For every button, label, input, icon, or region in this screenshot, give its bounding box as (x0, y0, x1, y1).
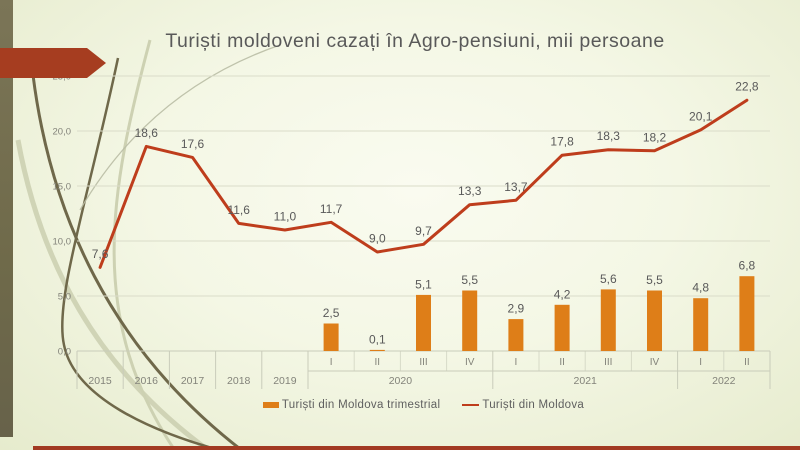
year-tick-label: 2015 (88, 375, 112, 387)
y-tick-label: 5,0 (58, 292, 71, 303)
legend-item-line-series: Turiști din Moldova (462, 399, 584, 411)
y-tick-label: 15,0 (53, 182, 72, 193)
year-tick-label: 2019 (273, 375, 297, 387)
bar (600, 289, 616, 351)
line-value-label: 22,8 (735, 80, 759, 94)
red-arrow-decoration (0, 48, 106, 78)
curve-light-1 (15, 139, 213, 450)
quarter-tick-label: II (559, 357, 565, 368)
bar (693, 298, 709, 351)
line-value-label: 9,0 (369, 232, 386, 246)
bar (647, 290, 662, 351)
curve-dark-1 (31, 74, 245, 450)
bar (554, 304, 570, 351)
bar (462, 290, 478, 351)
bar-series-swatch-icon (262, 402, 279, 408)
bar-value-label: 0,1 (369, 332, 386, 346)
year-tick-label: 2016 (135, 375, 159, 387)
left-edge-bar-decoration (0, 0, 13, 437)
line-value-label: 18,6 (135, 126, 159, 140)
line-series-swatch-icon (462, 403, 480, 407)
line-value-label: 17,8 (550, 135, 574, 149)
year-tick-label: 2018 (227, 375, 251, 387)
line-value-label: 11,6 (227, 203, 250, 217)
line-value-label: 7,6 (92, 247, 109, 261)
bar-value-label: 5,1 (415, 277, 432, 291)
bar (323, 323, 339, 351)
bar-value-label: 2,5 (323, 306, 340, 320)
bar (508, 319, 524, 351)
quarter-tick-label: I (330, 357, 333, 368)
quarter-tick-label: IV (465, 357, 475, 368)
slide-title: Turiști moldoveni cazați în Agro-pensiun… (165, 30, 665, 52)
legend-label-line-series: Turiști din Moldova (482, 399, 585, 411)
line-value-label: 11,0 (274, 210, 297, 224)
quarter-tick-label: IV (650, 357, 660, 368)
line-value-label: 11,7 (320, 202, 343, 216)
legend-label-bar-series: Turiști din Moldova trimestrial (281, 399, 441, 411)
bar (739, 276, 755, 351)
quarter-tick-label: II (744, 357, 750, 368)
line-series (98, 98, 749, 269)
bar-value-label: 5,5 (461, 273, 478, 287)
year-tick-label: 2022 (712, 375, 736, 387)
bar-value-label: 2,9 (508, 302, 525, 316)
year-tick-label: 2021 (574, 375, 598, 387)
bar-value-label: 5,6 (600, 272, 617, 286)
quarter-tick-label: III (419, 357, 427, 368)
quarter-tick-label: I (699, 357, 702, 368)
line-value-label: 17,6 (181, 137, 205, 151)
line-value-label: 18,2 (643, 130, 667, 144)
quarter-tick-label: II (375, 357, 381, 368)
curve-light-2 (112, 39, 177, 450)
bar-value-label: 6,8 (739, 259, 756, 273)
line-value-label: 13,7 (504, 180, 528, 194)
y-tick-label: 0,0 (58, 347, 71, 358)
quarter-tick-label: I (515, 357, 518, 368)
y-tick-label: 10,0 (53, 237, 72, 248)
line-value-label: 9,7 (415, 224, 432, 238)
quarter-tick-label: III (604, 357, 612, 368)
chart-legend: Turiști din Moldova trimestrial Turiști … (77, 395, 770, 415)
y-tick-label: 20,0 (53, 127, 72, 138)
bar-value-label: 4,8 (692, 281, 709, 295)
curve-thin-arc (79, 44, 281, 211)
curve-dark-2 (60, 57, 224, 450)
line-value-label: 13,3 (458, 184, 482, 198)
bar-value-label: 5,5 (646, 273, 663, 287)
bottom-strip-decoration (33, 446, 800, 450)
bar-value-label: 4,2 (554, 287, 571, 301)
bar (416, 294, 431, 351)
line-value-label: 18,3 (597, 129, 621, 143)
line-value-label: 20,1 (689, 109, 713, 123)
year-tick-label: 2020 (389, 375, 413, 387)
bar (369, 349, 385, 351)
year-tick-label: 2017 (181, 375, 205, 387)
legend-item-bar-series: Turiști din Moldova trimestrial (262, 399, 441, 411)
